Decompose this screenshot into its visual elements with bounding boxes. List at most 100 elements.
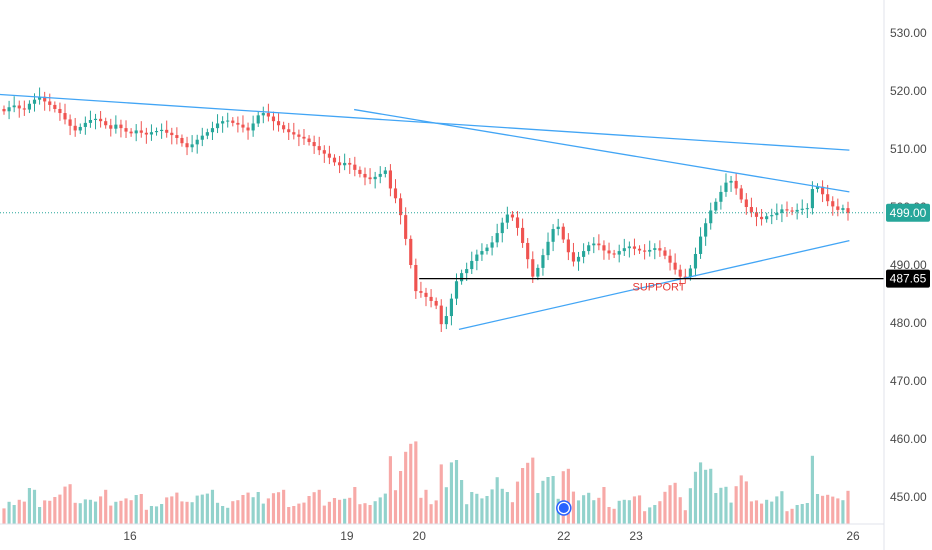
candle: [780, 204, 784, 223]
y-tick-label: 520.00: [890, 84, 927, 98]
candle: [317, 136, 321, 156]
volume-bar: [68, 484, 72, 524]
volume-bar: [653, 505, 657, 524]
x-tick-label: 19: [340, 529, 354, 543]
candle: [302, 128, 306, 145]
candle: [404, 207, 408, 246]
candle: [190, 135, 194, 153]
volume-bar: [276, 492, 281, 524]
candle: [180, 134, 184, 147]
candle: [58, 102, 62, 121]
volume-bar: [88, 499, 93, 524]
y-tick-label: 470.00: [890, 374, 927, 388]
x-tick-label: 26: [846, 529, 860, 543]
volume-bar: [521, 468, 525, 524]
volume-bar: [541, 480, 545, 524]
volume-bar: [165, 497, 169, 524]
candle: [154, 127, 159, 136]
candle: [749, 197, 753, 218]
volume-bar: [302, 502, 306, 524]
volume-bar: [648, 507, 652, 524]
volume-bar: [43, 500, 47, 524]
trendline[interactable]: [0, 93, 850, 151]
volume-bar: [597, 497, 601, 524]
dividend-marker-icon[interactable]: [556, 500, 572, 516]
volume-bar: [287, 507, 291, 524]
volume-bar: [841, 500, 845, 524]
price-axis[interactable]: 530.00520.00510.00500.00490.00480.00470.…: [883, 0, 927, 550]
candle: [815, 183, 820, 193]
volume-bar: [180, 501, 184, 524]
candle: [322, 145, 326, 163]
candle: [836, 198, 840, 217]
volume-bar: [53, 497, 57, 524]
volume-bar: [627, 500, 631, 524]
candle: [282, 121, 286, 133]
trendline[interactable]: [458, 240, 850, 331]
y-tick-label: 460.00: [890, 432, 927, 446]
last-price-badge: 499.00: [886, 203, 930, 222]
volume-bar: [149, 506, 154, 524]
candle: [790, 207, 794, 216]
candle: [170, 127, 174, 145]
candle: [7, 100, 11, 120]
volume-bar: [124, 498, 128, 524]
volume-bar: [236, 500, 240, 524]
volume-bar: [500, 488, 504, 524]
volume-bar: [363, 503, 367, 524]
time-axis[interactable]: 16 19 20 22 23 26: [0, 523, 884, 543]
volume-bar: [495, 477, 499, 524]
candle: [485, 244, 489, 255]
x-tick-label: 22: [557, 529, 571, 543]
candle: [698, 227, 703, 259]
volume-bar: [399, 471, 403, 524]
volume-bar: [246, 492, 250, 524]
candlestick-series: [2, 87, 850, 332]
volume-bar: [353, 487, 357, 524]
candle: [658, 240, 662, 257]
volume-bar: [693, 471, 698, 524]
candle: [795, 203, 799, 220]
y-tick-label: 510.00: [890, 142, 927, 156]
volume-bar: [292, 506, 296, 524]
candle: [88, 110, 93, 128]
candle: [312, 135, 316, 154]
candle: [821, 180, 825, 203]
volume-bar: [673, 482, 677, 524]
candle: [490, 236, 494, 256]
volume-bar: [261, 503, 265, 524]
candle: [83, 116, 87, 135]
volume-bar: [480, 498, 484, 524]
volume-bar: [297, 503, 301, 524]
chart-overlays: SUPPORT: [0, 93, 884, 516]
volume-bar: [688, 488, 692, 524]
candle: [114, 115, 118, 134]
y-tick-label: 480.00: [890, 316, 927, 330]
volume-bar: [485, 496, 489, 524]
candle: [99, 111, 103, 128]
volume-bar: [551, 476, 555, 524]
volume-bar: [17, 499, 21, 524]
x-tick-label: 23: [629, 529, 643, 543]
volume-bar: [612, 508, 616, 524]
volume-bar: [409, 443, 413, 524]
candle: [775, 203, 779, 221]
volume-bar: [2, 508, 6, 524]
volume-bar: [312, 492, 316, 524]
volume-bar: [154, 506, 159, 524]
volume-bar: [561, 471, 565, 524]
candle: [175, 127, 179, 145]
candle: [693, 247, 698, 277]
volume-bar: [414, 441, 418, 524]
volume-bar: [698, 462, 703, 524]
volume-bar: [251, 497, 255, 524]
volume-bar: [576, 500, 581, 524]
volume-bar: [358, 504, 362, 524]
candle: [368, 168, 372, 185]
volume-bar: [327, 501, 331, 524]
candle: [348, 157, 352, 174]
trendline[interactable]: [354, 108, 850, 193]
volume-bar: [658, 501, 662, 524]
volume-bar: [104, 489, 108, 524]
